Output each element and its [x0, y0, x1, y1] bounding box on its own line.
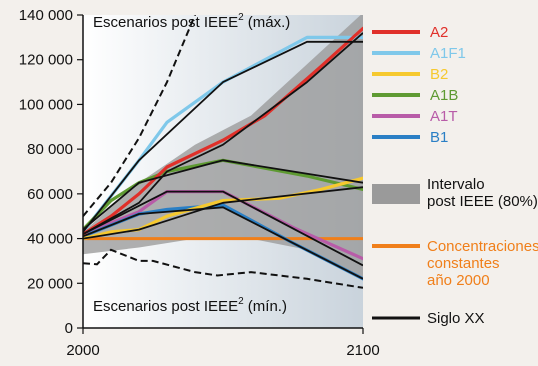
legend-label-range: post IEEE (80%)	[427, 193, 538, 210]
black-line-1	[83, 40, 363, 233]
legend-label-a1b: A1B	[430, 87, 458, 104]
x-tick-label: 2000	[66, 342, 99, 359]
black-line-6	[83, 32, 363, 235]
y-tick-label: 40 000	[27, 231, 73, 248]
legend-label-a1f1: A1F1	[430, 45, 466, 62]
legend-label-constant: constantes	[427, 255, 500, 272]
legend-label-a2: A2	[430, 24, 448, 41]
legend-label-b1: B1	[430, 129, 448, 146]
annotation-min: Escenarios post IEEE2 (mín.)	[93, 296, 287, 315]
legend-label-constant: Concentraciones	[427, 238, 538, 255]
legend-label-b2: B2	[430, 66, 448, 83]
svg-text:Escenarios post IEEE2 (máx.): Escenarios post IEEE2 (máx.)	[93, 12, 290, 31]
bound-min-line	[83, 248, 363, 289]
y-tick-label: 0	[65, 320, 73, 337]
annotation-max: Escenarios post IEEE2 (máx.)	[93, 12, 290, 31]
series-line-b2	[83, 176, 363, 241]
y-tick-label: 100 000	[19, 96, 73, 113]
y-tick-label: 20 000	[27, 275, 73, 292]
black-line-3	[83, 190, 363, 267]
black-line-2	[83, 159, 363, 231]
y-tick-label: 140 000	[19, 7, 73, 24]
legend-label-a1t: A1T	[430, 108, 458, 125]
bound-max-line	[83, 15, 197, 217]
legend-label-range: Intervalo	[427, 176, 485, 193]
x-tick-label: 2100	[346, 342, 379, 359]
svg-text:Escenarios post IEEE2 (mín.): Escenarios post IEEE2 (mín.)	[93, 296, 287, 315]
y-tick-label: 120 000	[19, 52, 73, 69]
y-tick-label: 80 000	[27, 141, 73, 158]
series-line-a2	[83, 26, 363, 236]
legend-label-constant: año 2000	[427, 272, 490, 289]
legend-label-xx: Siglo XX	[427, 310, 485, 327]
black-line-4	[83, 206, 363, 280]
black-line-5	[83, 186, 363, 240]
y-tick-label: 60 000	[27, 186, 73, 203]
legend-swatch-range	[372, 184, 420, 204]
